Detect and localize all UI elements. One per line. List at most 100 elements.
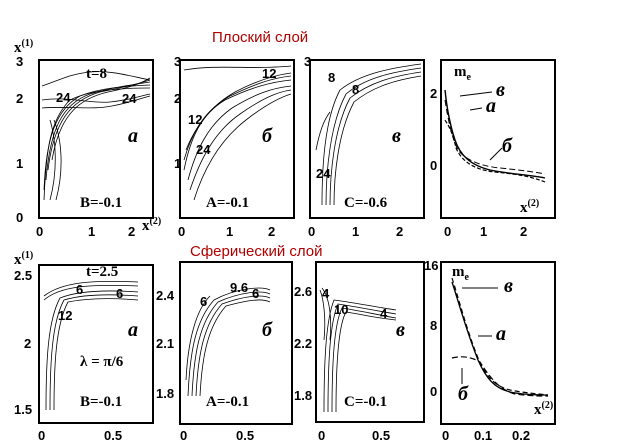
bottom-c-letter: в [396,319,405,341]
top-y-tick-2: 2 [16,91,23,106]
top-me-x-tick-2: 2 [520,224,527,239]
top-me-leader-2 [469,107,483,111]
bottom-me-x-label: x(2) [534,400,553,418]
bottom-me-y-tick-8: 8 [430,318,437,333]
top-a-param: B=-0.1 [80,195,122,211]
bottom-b-contour-label-1: 6 [200,294,207,309]
bottom-c-y-tick-1: 2.2 [294,336,312,351]
bottom-me-x-tick-2: 0.2 [512,428,530,443]
bottom-b-y-tick-1: 2.1 [156,336,174,351]
bottom-me-panel [440,261,556,425]
bottom-c-y-tick-2: 1.8 [294,388,312,403]
top-c-x-tick-0: 0 [308,224,315,239]
bottom-a-contour-label-3: 12 [58,308,72,323]
bottom-a-y-tick-1: 2 [24,336,31,351]
bottom-y-axis-label: x(1) [14,250,33,268]
top-c-y-tick-3: 3 [304,54,311,69]
top-b-contour-label-2: 24 [196,142,211,157]
bottom-panel-c [315,261,425,423]
top-c-param: C=-0.6 [344,195,388,211]
bottom-a-y-tick-2: 1.5 [14,402,32,417]
top-b-y-tick-2: 2 [174,91,181,106]
top-c-contour-label-1: 8 [328,70,335,85]
bottom-a-x-tick-1: 0.5 [104,428,122,443]
top-a-time: t=8 [86,66,107,82]
bottom-me-x-tick-0: 0 [442,428,449,443]
bottom-c-contour-label-2: 10 [334,302,348,317]
top-me-leader-1 [459,91,493,97]
top-panel-c [309,59,425,219]
bottom-c-param: C=-0.1 [344,394,387,410]
top-b-contour-label-3: 12 [262,66,276,81]
top-me-curve-label-1: в [496,79,505,101]
top-b-x-tick-0: 0 [178,224,185,239]
top-y-tick-1: 1 [16,156,23,171]
top-title: Плоский слой [212,29,308,46]
bottom-c-x-tick-1: 0.5 [372,428,390,443]
top-b-x-tick-1: 1 [226,224,233,239]
top-me-label: me [454,64,472,83]
top-me-x-tick-0: 0 [444,224,451,239]
bottom-b-y-tick-2: 1.8 [156,386,174,401]
bottom-b-param: A=-0.1 [206,394,249,410]
top-a-x-tick-0: 0 [36,224,43,239]
bottom-c-contour-label-1: 4 [322,286,330,301]
top-b-letter: б [262,125,273,147]
top-c-contour-label-2: 8 [352,82,359,97]
top-me-panel [440,59,556,219]
top-a-contour-label-2: 24 [122,91,137,106]
top-y-tick-3: 3 [16,54,23,69]
top-me-x-label: x(2) [520,198,539,216]
bottom-b-x-tick-1: 0.5 [236,428,254,443]
top-me-y-tick-0: 0 [430,158,437,173]
top-a-x-tick-2: 2 [128,224,135,239]
top-c-contour-label-3: 24 [316,166,331,181]
bottom-b-y-tick-0: 2.4 [156,288,175,303]
top-c-x-tick-2: 2 [396,224,403,239]
bottom-me-x-tick-1: 0.1 [474,428,492,443]
top-me-leader-3 [489,147,503,161]
bottom-b-x-tick-0: 0 [180,428,187,443]
top-panel-a [38,59,154,219]
top-a-contour-label-1: 24 [56,90,71,105]
top-me-curve-label-3: б [502,135,513,157]
bottom-me-y-tick-16: 16 [424,258,438,273]
bottom-me-curve-label-1: в [504,275,513,297]
top-b-y-tick-3: 3 [174,54,181,69]
bottom-me-label: me [452,264,470,283]
bottom-me-y-tick-0: 0 [430,384,437,399]
top-me-curve-label-2: а [486,95,496,117]
bottom-a-letter: а [128,319,138,341]
top-c-x-tick-1: 1 [352,224,359,239]
bottom-c-x-tick-0: 0 [318,428,325,443]
bottom-a-time: t=2.5 [86,264,118,280]
top-x-axis-label: x(2) [142,216,161,234]
bottom-a-y-tick-0: 2.5 [14,268,32,283]
top-b-x-tick-2: 2 [268,224,275,239]
top-me-x-tick-1: 1 [480,224,487,239]
top-b-param: A=-0.1 [206,195,249,211]
top-y-axis-label: x(1) [14,38,33,56]
bottom-panel-b [179,261,293,425]
bottom-b-contour-label-3: 6 [252,286,259,301]
top-y-tick-0: 0 [16,210,23,225]
top-a-x-tick-1: 1 [88,224,95,239]
bottom-a-contour-label-2: 6 [116,286,123,301]
top-a-letter: а [128,125,138,147]
top-c-letter: в [392,125,401,147]
bottom-me-curve-label-2: а [496,323,506,345]
bottom-panel-a [38,264,154,424]
top-b-y-tick-1: 1 [174,156,181,171]
bottom-me-curve-label-3: б [458,383,469,405]
top-me-y-tick-2: 2 [430,86,437,101]
top-panel-b [179,59,295,219]
bottom-c-y-tick-0: 2.6 [294,284,312,299]
bottom-a-x-tick-0: 0 [38,428,45,443]
bottom-a-lambda: λ = π/6 [80,354,124,370]
top-b-contour-label-1: 12 [188,112,202,127]
bottom-c-contour-label-3: 4 [380,306,388,321]
bottom-a-contour-label-1: 6 [76,282,83,297]
bottom-b-contour-label-2: 9.6 [230,280,248,295]
bottom-a-param: B=-0.1 [80,394,122,410]
